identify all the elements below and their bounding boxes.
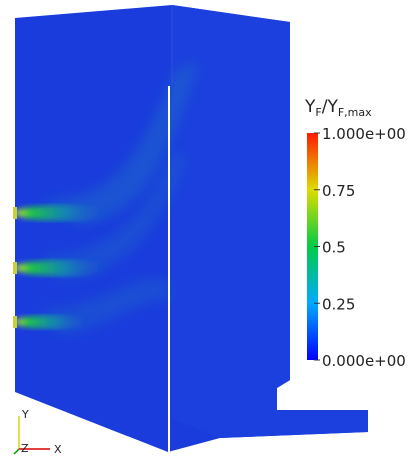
colorbar-label: 1.000e+00	[322, 125, 406, 143]
colorbar-label: 0.000e+00	[322, 352, 406, 370]
geometry	[13, 5, 368, 452]
colorbar-ramp	[307, 133, 318, 360]
axis-label: Y	[21, 408, 29, 421]
title-part: F,max	[338, 106, 372, 119]
title-part: /Y	[322, 97, 339, 117]
axis-label: X	[54, 443, 62, 456]
title-part: F	[315, 106, 321, 119]
colorbar-label: 0.25	[322, 295, 355, 313]
axis-label: Z	[21, 442, 29, 455]
colorbar-label: 0.5	[322, 239, 346, 257]
colorbar-title: YF/YF,max	[304, 97, 372, 119]
colorbar-label: 0.75	[322, 182, 355, 200]
axes-triad: Y Z X	[13, 408, 62, 456]
title-part: Y	[304, 97, 316, 117]
colorbar: YF/YF,max 1.000e+00 0.75 0.5 0.25 0.000e+00	[304, 97, 406, 370]
